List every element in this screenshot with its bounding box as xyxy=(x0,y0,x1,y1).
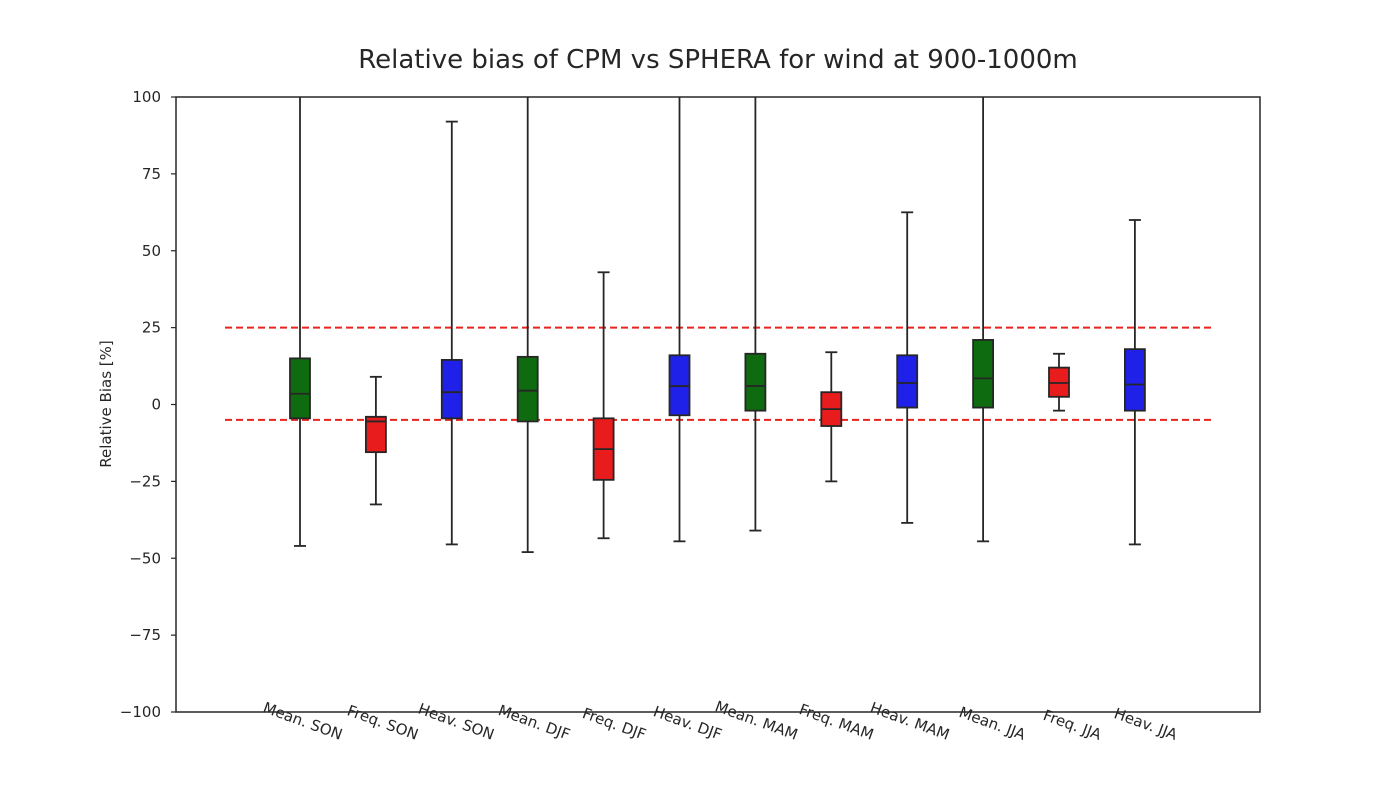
y-tick-label: 75 xyxy=(142,165,161,183)
category-label: Mean. JJA xyxy=(957,703,1029,744)
box-iqr xyxy=(364,415,387,454)
y-tick-label: 25 xyxy=(142,319,161,337)
y-tick-label: −50 xyxy=(129,549,161,567)
box-iqr xyxy=(1124,348,1146,412)
box-iqr xyxy=(516,355,539,423)
category-label: Heav. DJF xyxy=(651,702,724,743)
plot-frame xyxy=(175,96,1261,713)
y-tick-label: −75 xyxy=(129,626,161,644)
category-label: Mean. DJF xyxy=(496,701,573,744)
box-iqr xyxy=(440,359,463,420)
category-label: Freq. MAM xyxy=(797,700,876,744)
category-label: Freq. DJF xyxy=(580,704,648,744)
plot-area: 100 75 50 25 0 −25 −50 −75 −100 Mean. SON Freq. SO… xyxy=(120,88,1261,744)
box-iqr xyxy=(896,354,919,409)
category-label: Heav. MAM xyxy=(868,698,952,743)
y-tick-label: 0 xyxy=(151,396,161,414)
category-label: Mean. MAM xyxy=(713,697,800,744)
category-label: Freq. SON xyxy=(345,701,421,743)
chart-title: Relative bias of CPM vs SPHERA for wind … xyxy=(358,45,1078,75)
y-tick-label: 50 xyxy=(142,242,161,260)
box-iqr xyxy=(972,339,994,409)
category-label: Heav. JJA xyxy=(1112,704,1181,744)
box-iqr xyxy=(289,357,311,420)
y-tick-label: 100 xyxy=(132,88,161,106)
y-tick-label: −100 xyxy=(120,703,161,721)
category-label: Heav. SON xyxy=(416,700,497,744)
y-tick-label: −25 xyxy=(129,472,161,490)
category-label: Mean. SON xyxy=(261,698,345,743)
box-iqr xyxy=(744,352,767,412)
y-axis-label: Relative Bias [%] xyxy=(97,340,115,467)
